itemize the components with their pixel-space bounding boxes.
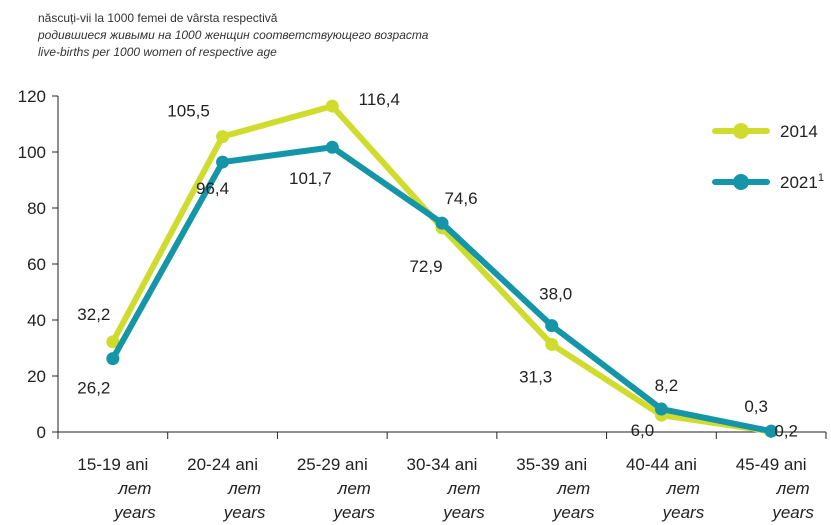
x-tick-label-en: years — [223, 503, 266, 522]
x-tick-label-ru: лет — [337, 479, 371, 498]
data-label: 8,2 — [655, 376, 679, 395]
x-tick-label: 40-44 ani — [626, 455, 697, 474]
x-tick-label-ru: лет — [666, 479, 700, 498]
data-point — [325, 99, 339, 113]
legend-label: 20211 — [780, 172, 824, 192]
x-tick-label-ru: лет — [446, 479, 480, 498]
legend-marker — [733, 123, 749, 139]
x-tick-label: 35-39 ani — [516, 455, 587, 474]
unit-label-ro: născuți-vii la 1000 femei de vârsta resp… — [38, 11, 278, 25]
legend-superscript: 1 — [818, 172, 824, 184]
y-tick-label: 120 — [18, 87, 46, 106]
y-tick-label: 100 — [18, 143, 46, 162]
data-label: 96,4 — [196, 179, 229, 198]
x-tick-label: 45-49 ani — [736, 455, 807, 474]
y-tick-label: 40 — [27, 311, 46, 330]
data-label: 26,2 — [77, 379, 110, 398]
x-tick-label: 20-24 ani — [187, 455, 258, 474]
data-label: 32,2 — [77, 305, 110, 324]
x-tick-label: 25-29 ani — [297, 455, 368, 474]
y-tick-label: 80 — [27, 199, 46, 218]
legend-label: 2014 — [780, 122, 818, 141]
x-tick-label-ru: лет — [556, 479, 590, 498]
x-tick-label-en: years — [113, 503, 156, 522]
data-label: 0,3 — [744, 397, 768, 416]
chart-header: născuți-vii la 1000 femei de vârsta resp… — [38, 10, 428, 61]
x-tick-label-ru: лет — [117, 479, 151, 498]
data-point — [325, 140, 339, 154]
y-tick-label: 60 — [27, 255, 46, 274]
x-tick-label-en: years — [662, 503, 705, 522]
data-point — [545, 337, 559, 351]
x-tick-label-en: years — [332, 503, 375, 522]
data-point — [106, 335, 120, 349]
data-label: 0,2 — [774, 421, 798, 440]
data-label: 72,9 — [409, 257, 442, 276]
data-label: 31,3 — [519, 367, 552, 386]
data-label: 38,0 — [539, 285, 572, 304]
data-point — [435, 216, 449, 230]
unit-label-en: live-births per 1000 women of respective… — [38, 45, 277, 59]
data-point — [764, 424, 778, 438]
x-tick-label: 30-34 ani — [407, 455, 478, 474]
x-tick-label-en: years — [552, 503, 595, 522]
x-tick-label-en: years — [771, 503, 814, 522]
data-label: 6,0 — [631, 421, 655, 440]
data-point — [216, 155, 230, 169]
x-tick-label-ru: лет — [227, 479, 261, 498]
data-label: 74,6 — [444, 189, 477, 208]
data-label: 105,5 — [167, 102, 210, 121]
x-tick-label-ru: лет — [776, 479, 810, 498]
legend-marker — [733, 174, 749, 190]
data-point — [216, 130, 230, 144]
y-tick-label: 0 — [37, 423, 46, 442]
data-point — [106, 352, 120, 366]
x-tick-label-en: years — [442, 503, 485, 522]
data-label: 116,4 — [359, 90, 400, 109]
y-tick-label: 20 — [27, 367, 46, 386]
data-point — [545, 319, 559, 333]
data-point — [654, 402, 668, 416]
unit-label-ru: родившиеся живыми на 1000 женщин соответ… — [38, 28, 429, 42]
x-tick-label: 15-19 ani — [77, 455, 148, 474]
data-label: 101,7 — [289, 169, 332, 188]
